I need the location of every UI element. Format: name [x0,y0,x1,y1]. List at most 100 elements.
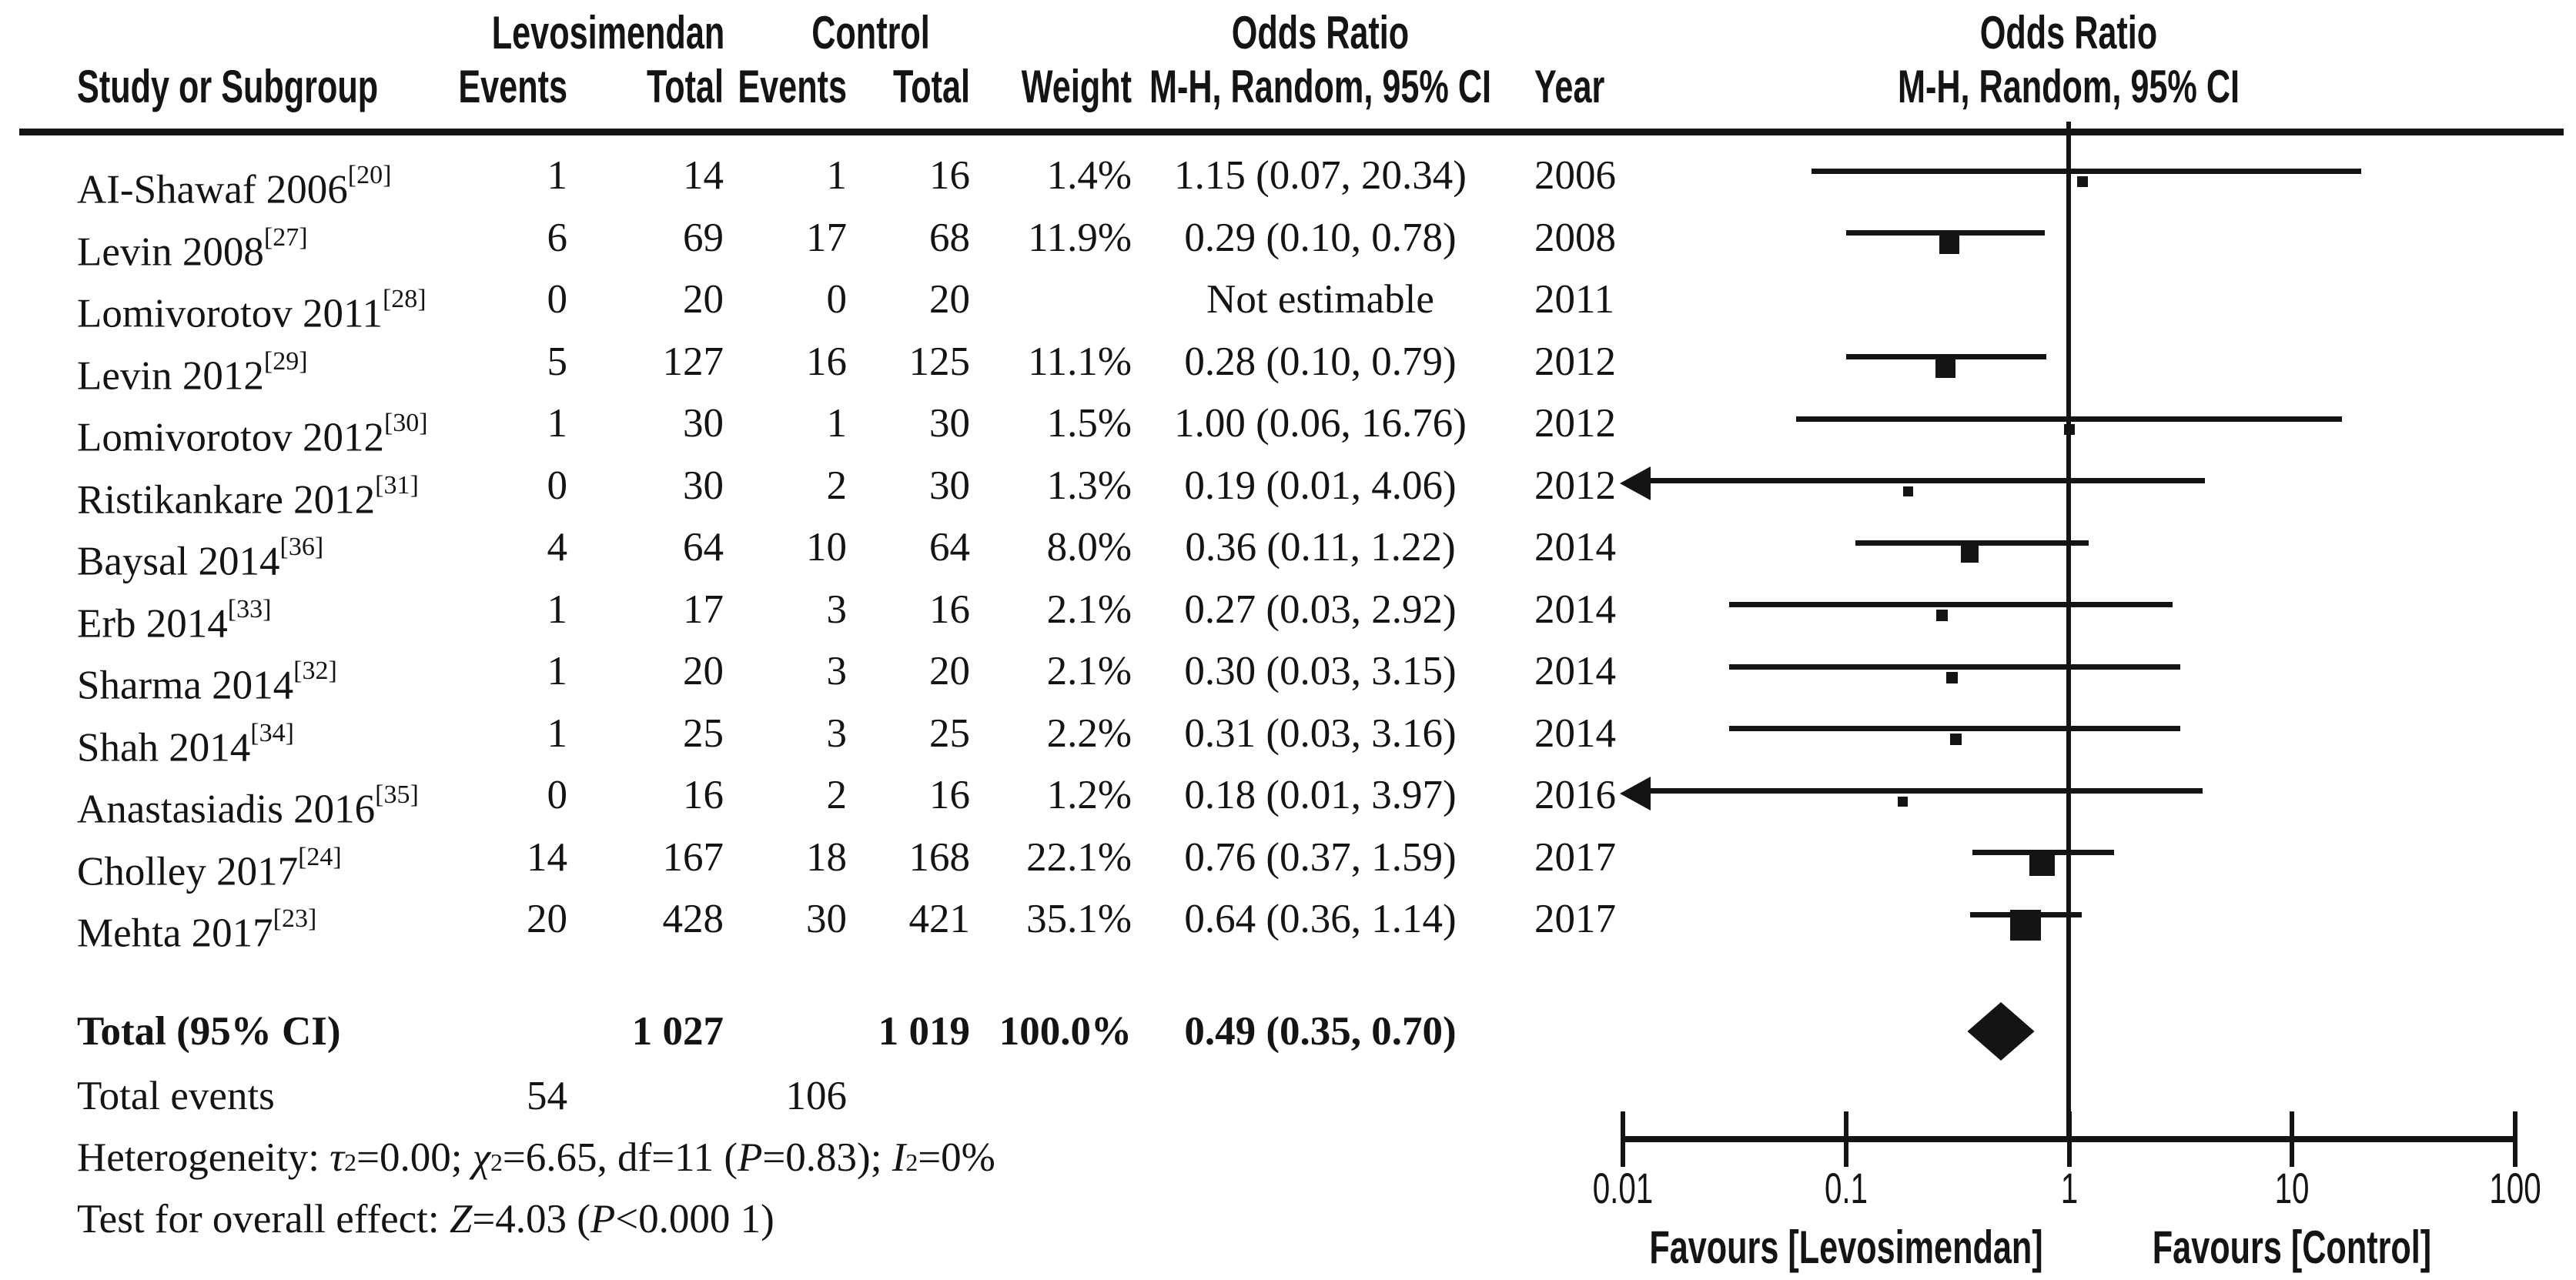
or-ci-cell: 0.27 (0.03, 2.92) [1184,587,1457,632]
events-levosimendan-cell: 1 [547,401,568,446]
year-cell: 2014 [1534,710,1616,756]
stats-text-segment: =6.65, df=11 ( [502,1135,738,1180]
or-ci-cell: 0.64 (0.36, 1.14) [1184,897,1457,941]
study-reference-superscript: [33] [227,594,272,623]
column-group-control: Control [811,7,930,58]
column-header-events-levosimendan: Events [458,61,567,112]
events-control-cell: 2 [826,463,848,508]
total-row-total-levosimendan: 1 027 [631,1009,724,1054]
total-row-weight: 100.0% [999,1009,1132,1054]
stats-text-segment: 2 [344,1149,357,1176]
events-control-cell: 16 [806,339,847,384]
or-marker-square [1898,796,1909,807]
or-ci-cell: 0.30 (0.03, 3.15) [1184,649,1457,693]
events-control-cell: 18 [806,834,847,880]
weight-cell: 1.5% [1046,401,1132,446]
study-reference-superscript: [27] [263,222,308,252]
total-control-cell: 20 [929,277,970,322]
axis-tick [2290,1111,2295,1167]
study-name: Levin 2012[29] [77,346,308,399]
weight-cell: 2.1% [1046,587,1132,632]
table-row: Baysal 2014[36] 4 64 10 64 8.0% 0.36 (0.11, 1.… [0,516,2576,584]
total-levosimendan-cell: 30 [683,463,724,508]
events-control-cell: 30 [806,897,847,941]
or-ci-cell: 1.15 (0.07, 20.34) [1174,153,1467,198]
table-row: Mehta 2017[23] 20 428 30 421 35.1% 0.64 (0.36,… [0,888,2576,956]
column-header-total-control: Total [893,61,970,112]
overall-effect-text: Test for overall effect: Z=4.03 (P<0.000… [77,1188,1309,1250]
table-row: Levin 2008[27] 6 69 17 68 11.9% 0.29 (0.10, 0.… [0,207,2576,275]
total-control-cell: 16 [929,153,970,198]
total-levosimendan-cell: 64 [683,525,724,570]
or-marker-square [1939,233,1959,254]
year-cell: 2006 [1534,153,1616,198]
weight-cell: 1.3% [1046,463,1132,508]
study-name: Ristikankare 2012[31] [77,470,419,523]
events-levosimendan-cell: 4 [547,525,568,570]
events-levosimendan-cell: 20 [527,897,567,941]
total-levosimendan-cell: 25 [683,710,724,756]
events-control-cell: 1 [826,401,848,446]
total-control-cell: 30 [929,463,970,508]
table-row: Erb 2014[33] 1 17 3 16 2.1% 0.27 (0.03, 2.92) 2… [0,579,2576,647]
or-ci-cell: 0.31 (0.03, 3.16) [1184,710,1457,756]
ci-line [1648,478,2205,483]
table-row: Anastasiadis 2016[35] 0 16 2 16 1.2% 0.18 (0.0… [0,764,2576,832]
column-header-events-control: Events [738,61,847,112]
events-control-cell: 0 [826,277,848,322]
study-name: Erb 2014[33] [77,594,272,647]
weight-cell: 11.9% [1028,215,1132,260]
total-control-cell: 25 [929,710,970,756]
total-levosimendan-cell: 167 [662,834,724,880]
ci-line [1845,354,2046,359]
study-reference-superscript: [35] [375,780,419,809]
total-control-cell: 20 [929,649,970,693]
or-marker-square [1936,610,1949,621]
axis-tick-label: 10 [2274,1164,2310,1212]
stats-text-segment: I [892,1135,906,1180]
stats-text-segment: <0.000 1) [615,1197,774,1242]
axis-tick-label: 1 [2060,1164,2078,1212]
total-control-cell: 30 [929,401,970,446]
column-group-odds-ratio-plot: Odds Ratio [1979,7,2158,58]
stats-text-segment: P [590,1197,616,1242]
year-cell: 2017 [1534,834,1616,880]
or-ci-cell: 0.29 (0.10, 0.78) [1184,215,1457,260]
total-control-cell: 64 [929,525,970,570]
weight-cell: 11.1% [1028,339,1132,384]
summary-diamond [1967,1002,2035,1061]
study-reference-superscript: [28] [382,285,427,313]
year-cell: 2014 [1534,649,1616,693]
favours-right-label: Favours [Control] [2152,1222,2432,1273]
or-marker-square [1949,734,1962,745]
total-control-cell: 168 [908,834,971,880]
ci-left-arrow-icon [1620,466,1651,500]
total-levosimendan-cell: 30 [683,401,724,446]
column-header-mh-ci: M-H, Random, 95% CI [1149,61,1492,112]
or-ci-cell: 0.76 (0.37, 1.59) [1184,834,1457,880]
study-name: Levin 2008[27] [77,222,308,275]
events-levosimendan-cell: 1 [547,153,568,198]
table-row: Lomivorotov 2012[30] 1 30 1 30 1.5% 1.00 (0.06… [0,393,2576,460]
total-levosimendan-cell: 14 [683,153,724,198]
study-name: Sharma 2014[32] [77,657,337,708]
study-reference-superscript: [23] [273,904,317,933]
year-cell: 2014 [1534,587,1616,632]
table-row: Sharma 2014[32] 1 20 3 20 2.1% 0.30 (0.03, 3.1… [0,640,2576,708]
events-control-cell: 2 [826,773,848,817]
or-ci-cell: 0.19 (0.01, 4.06) [1184,463,1457,508]
total-control-cell: 125 [908,339,971,384]
or-ci-cell: 1.00 (0.06, 16.76) [1174,401,1467,446]
axis-tick-label: 100 [2489,1164,2541,1212]
ci-line [1811,168,2361,174]
weight-cell [824,269,1132,330]
weight-cell: 2.2% [1046,710,1132,756]
stats-text-segment: Test for overall effect: [77,1197,450,1242]
table-row: Cholley 2017[24] 14 167 18 168 22.1% 0.76 (0.3… [0,827,2576,894]
stats-text-segment: 2 [490,1149,503,1176]
or-ci-cell: 0.28 (0.10, 0.79) [1184,339,1457,384]
study-reference-superscript: [24] [298,842,342,871]
stats-text-segment: =0.83); [762,1135,892,1180]
ci-line [1855,540,2089,546]
total-levosimendan-cell: 17 [683,587,724,632]
